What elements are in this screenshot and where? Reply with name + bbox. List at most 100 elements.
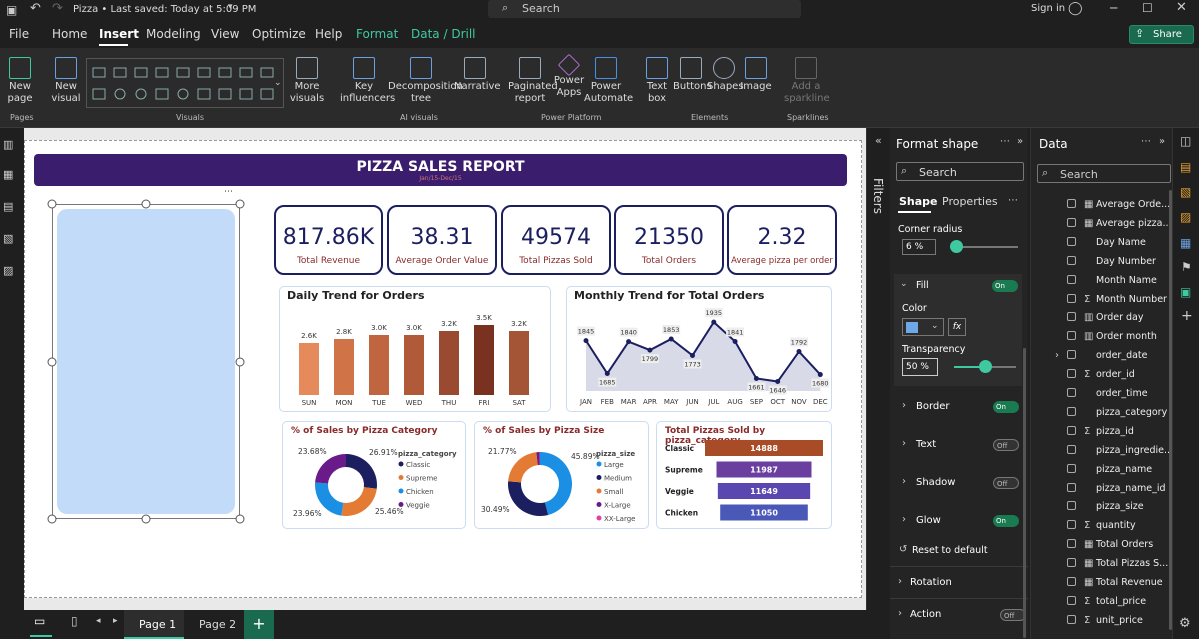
color-picker[interactable]: ⌄ xyxy=(902,318,944,336)
paginated-report-button[interactable]: Paginated report xyxy=(508,57,558,105)
menu-help[interactable]: Help xyxy=(315,27,343,41)
field-item[interactable]: Σ Month Number xyxy=(1067,293,1167,305)
data-search-input[interactable]: ⌕ Search xyxy=(1037,164,1171,183)
sign-in-link[interactable]: Sign in xyxy=(1031,3,1066,14)
field-item[interactable]: Month Name xyxy=(1067,274,1157,286)
format-search-input[interactable]: ⌕ Search xyxy=(896,162,1024,181)
narrative-button[interactable]: Narrative xyxy=(454,57,501,93)
prev-page-icon[interactable]: ◂ xyxy=(96,616,101,626)
build-visual-icon[interactable]: ▧ xyxy=(1180,185,1192,199)
chevron-right-icon[interactable]: › xyxy=(1055,350,1059,361)
text-toggle[interactable]: Off xyxy=(993,439,1019,451)
selected-rectangle-shape[interactable] xyxy=(52,204,240,519)
shadow-label[interactable]: Shadow xyxy=(916,477,956,488)
glow-toggle[interactable]: On xyxy=(993,515,1019,527)
field-checkbox[interactable] xyxy=(1067,501,1076,511)
share-button[interactable]: ⇪ Share xyxy=(1129,25,1194,44)
more-options-icon[interactable]: ⋯ xyxy=(1000,136,1010,147)
power-apps-button[interactable]: Power Apps xyxy=(552,53,586,99)
tab-shape[interactable]: Shape xyxy=(899,195,938,208)
field-checkbox[interactable] xyxy=(1067,350,1076,360)
gallery-expand-icon[interactable]: ⌄ xyxy=(274,78,282,88)
visuals-gallery[interactable] xyxy=(86,58,284,108)
sales-by-size-chart[interactable]: % of Sales by Pizza Size 45.89% 30.49% 21.… xyxy=(474,421,649,529)
kpi-card-total-revenue[interactable]: 817.86K Total Revenue xyxy=(274,205,383,275)
field-checkbox[interactable] xyxy=(1067,199,1076,208)
undo-icon[interactable]: ↶ xyxy=(30,1,41,16)
shapes-button[interactable]: Shapes xyxy=(707,57,744,93)
kpi-card-total-pizzas-sold[interactable]: 49574 Total Pizzas Sold xyxy=(501,205,611,275)
slider-thumb[interactable] xyxy=(950,240,963,253)
field-checkbox[interactable] xyxy=(1067,255,1076,265)
field-checkbox[interactable] xyxy=(1067,425,1076,435)
model-view-icon[interactable]: ▤ xyxy=(3,200,14,213)
monthly-trend-chart[interactable]: Monthly Trend for Total Orders 1845 JAN 16… xyxy=(566,286,832,412)
chevron-right-icon[interactable]: › xyxy=(902,514,906,525)
field-item[interactable]: pizza_name_id xyxy=(1067,482,1166,494)
field-checkbox[interactable] xyxy=(1067,595,1076,605)
table-view-icon[interactable]: ▦ xyxy=(3,168,14,181)
more-options-icon[interactable]: ⋯ xyxy=(1141,136,1151,147)
reset-icon[interactable]: ↺ xyxy=(899,544,908,555)
field-checkbox[interactable] xyxy=(1067,539,1076,549)
menu-file[interactable]: File xyxy=(9,27,30,41)
kpi-card-total-orders[interactable]: 21350 Total Orders xyxy=(614,205,724,275)
field-item[interactable]: pizza_ingredie... xyxy=(1067,444,1173,456)
field-checkbox[interactable] xyxy=(1067,577,1076,586)
add-pane-icon[interactable]: + xyxy=(1181,308,1193,324)
decomposition-tree-button[interactable]: Decomposition tree xyxy=(388,57,463,105)
maximize-icon[interactable]: ☐ xyxy=(1142,1,1153,15)
redo-icon[interactable]: ↷ xyxy=(52,1,63,16)
rotation-label[interactable]: Rotation xyxy=(910,577,952,588)
selection-icon[interactable]: ▣ xyxy=(1180,285,1192,299)
avatar-icon[interactable]: ◯ xyxy=(1068,1,1083,16)
bookmark-icon[interactable]: ⚑ xyxy=(1181,260,1192,274)
scrollbar[interactable] xyxy=(1169,190,1172,630)
kpi-card-average-pizza-per-order[interactable]: 2.32 Average pizza per order xyxy=(727,205,837,275)
collapse-pane-icon[interactable]: » xyxy=(1017,136,1024,147)
field-checkbox[interactable] xyxy=(1067,236,1076,246)
field-checkbox[interactable] xyxy=(1067,520,1076,530)
chevron-right-icon[interactable]: › xyxy=(898,576,902,587)
tmdl-view-icon[interactable]: ▨ xyxy=(3,264,14,277)
kpi-card-average-order-value[interactable]: 38.31 Average Order Value xyxy=(387,205,497,275)
field-checkbox[interactable] xyxy=(1067,558,1076,568)
report-view-icon[interactable]: ▥ xyxy=(3,138,14,151)
menu-modeling[interactable]: Modeling xyxy=(146,27,201,41)
action-label[interactable]: Action xyxy=(910,609,942,620)
chevron-right-icon[interactable]: › xyxy=(902,400,906,411)
document-title[interactable]: Pizza • Last saved: Today at 5:09 PM xyxy=(73,4,257,15)
chevron-down-icon[interactable]: ⌄ xyxy=(900,279,908,289)
field-item[interactable]: ▦ Total Pizzas S... xyxy=(1067,558,1168,569)
border-toggle[interactable]: On xyxy=(993,401,1019,413)
dax-query-icon[interactable]: ▧ xyxy=(3,232,14,245)
field-checkbox[interactable] xyxy=(1067,444,1076,454)
menu-home[interactable]: Home xyxy=(52,27,88,41)
chevron-down-icon[interactable]: ▾ xyxy=(228,2,233,12)
menu-data-drill[interactable]: Data / Drill xyxy=(411,27,476,41)
conditional-format-button[interactable]: fx xyxy=(948,318,966,336)
pizzas-sold-by-category-chart[interactable]: Total Pizzas Sold by pizza_category Clas… xyxy=(656,421,832,529)
field-item[interactable]: ▥ Order month xyxy=(1067,331,1157,342)
corner-radius-input[interactable]: 6 % xyxy=(902,239,936,255)
field-item[interactable]: ▥ Order day xyxy=(1067,312,1144,323)
corner-radius-slider[interactable] xyxy=(950,240,1018,253)
field-item[interactable]: pizza_category xyxy=(1067,406,1167,418)
field-item[interactable]: ▦ Average pizza... xyxy=(1067,217,1172,229)
field-checkbox[interactable] xyxy=(1067,293,1076,303)
field-checkbox[interactable] xyxy=(1067,369,1076,379)
field-item[interactable]: pizza_name xyxy=(1067,463,1152,475)
field-checkbox[interactable] xyxy=(1067,274,1076,284)
global-search[interactable]: ⌕ Search xyxy=(488,0,801,18)
close-icon[interactable]: ✕ xyxy=(1176,0,1187,15)
field-item[interactable]: ▦ Total Revenue xyxy=(1067,577,1163,588)
analytics-icon[interactable]: ▦ xyxy=(1180,236,1192,250)
field-checkbox[interactable] xyxy=(1067,312,1076,322)
more-visuals-button[interactable]: More visuals xyxy=(288,57,326,105)
shadow-toggle[interactable]: Off xyxy=(993,477,1019,489)
field-checkbox[interactable] xyxy=(1067,406,1076,416)
